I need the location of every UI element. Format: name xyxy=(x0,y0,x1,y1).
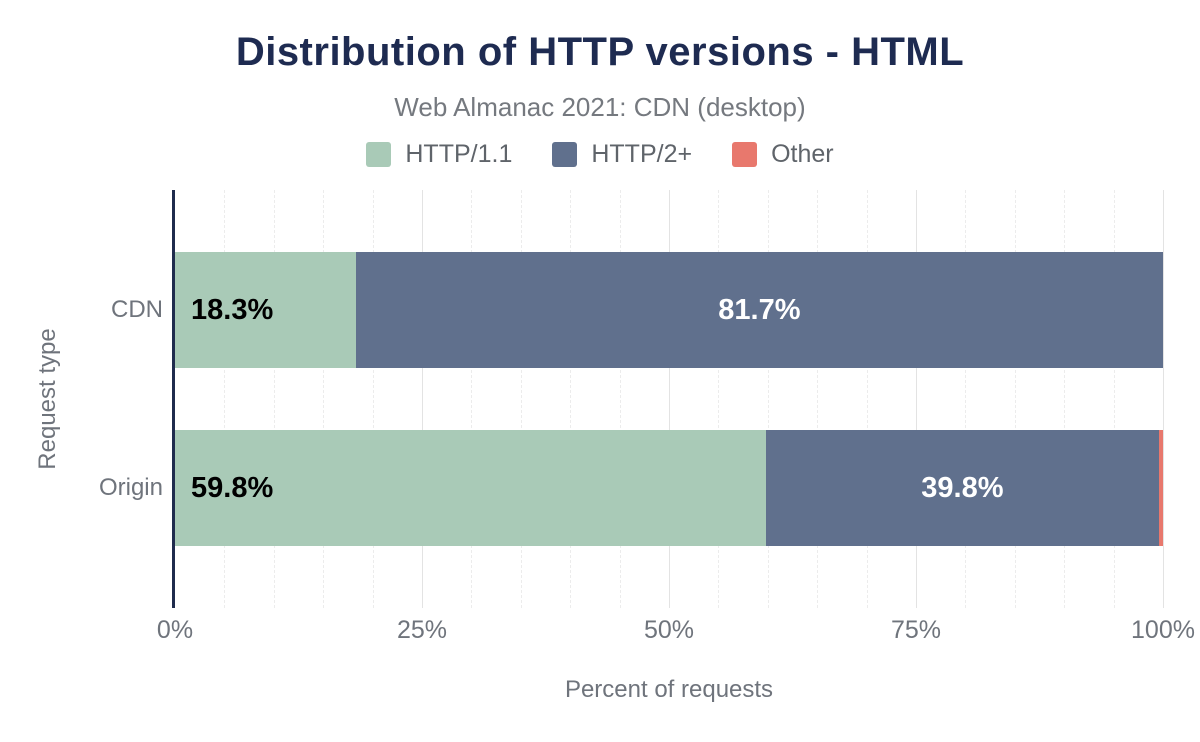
category-label-cdn: CDN xyxy=(111,296,163,323)
x-tick-label-0: 0% xyxy=(156,616,194,644)
legend-label: HTTP/2+ xyxy=(591,140,693,168)
major-gridline xyxy=(669,190,670,608)
bar-segment-http-1-1-cdn[interactable]: 18.3% xyxy=(175,252,356,368)
minor-gridline xyxy=(273,190,275,608)
x-tick-label-25: 25% xyxy=(396,616,448,644)
legend-item-other: Other xyxy=(732,140,834,169)
bar-segment-http-2--cdn[interactable]: 81.7% xyxy=(355,252,1163,368)
legend-label: HTTP/1.1 xyxy=(405,140,513,168)
x-tick-label-75: 75% xyxy=(890,616,942,644)
minor-gridline xyxy=(520,190,522,608)
bar-segment-http-1-1-origin[interactable]: 59.8% xyxy=(175,430,766,546)
minor-gridline xyxy=(1014,190,1016,608)
chart-title: Distribution of HTTP versions - HTML xyxy=(235,30,965,74)
minor-gridline xyxy=(767,190,769,608)
minor-gridline xyxy=(866,190,868,608)
bar-value-label: 59.8% xyxy=(191,471,274,504)
minor-gridline xyxy=(570,190,572,608)
legend-item-http-2-: HTTP/2+ xyxy=(552,140,692,169)
minor-gridline xyxy=(1113,190,1115,608)
chart-subtitle: Web Almanac 2021: CDN (desktop) xyxy=(394,92,806,122)
minor-gridline xyxy=(619,190,621,608)
minor-gridline xyxy=(224,190,226,608)
minor-gridline xyxy=(1064,190,1066,608)
minor-gridline xyxy=(372,190,374,608)
bar-segment-http-2--origin[interactable]: 39.8% xyxy=(765,430,1160,546)
major-gridline xyxy=(422,190,423,608)
legend: HTTP/1.1 HTTP/2+ Other xyxy=(0,140,1200,169)
y-axis-line xyxy=(172,190,175,608)
major-gridline xyxy=(1163,190,1164,608)
bar-segment-other-origin[interactable] xyxy=(1159,430,1163,546)
legend-swatch-icon xyxy=(732,142,758,167)
y-axis-title: Request type xyxy=(34,328,61,470)
category-label-origin: Origin xyxy=(98,474,163,501)
minor-gridline xyxy=(965,190,967,608)
bar-value-label: 18.3% xyxy=(191,293,274,326)
legend-swatch-icon xyxy=(366,142,392,167)
legend-swatch-icon xyxy=(552,142,578,167)
x-tick-label-50: 50% xyxy=(643,616,695,644)
minor-gridline xyxy=(471,190,473,608)
x-tick-label-100: 100% xyxy=(1131,616,1195,644)
bar-value-label: 39.8% xyxy=(921,471,1004,504)
minor-gridline xyxy=(817,190,819,608)
legend-item-http-1-1: HTTP/1.1 xyxy=(366,140,512,169)
major-gridline xyxy=(916,190,917,608)
bar-value-label: 81.7% xyxy=(718,293,801,326)
minor-gridline xyxy=(718,190,720,608)
minor-gridline xyxy=(323,190,325,608)
legend-label: Other xyxy=(771,140,834,168)
x-axis-title: Percent of requests xyxy=(564,676,774,703)
